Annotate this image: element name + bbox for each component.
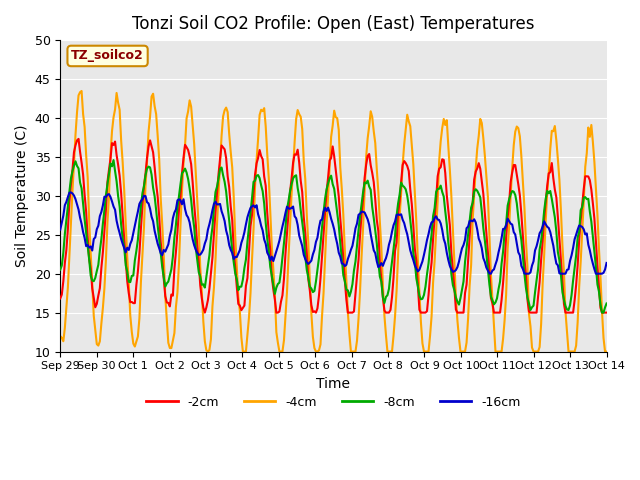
-4cm: [204, 348, 212, 354]
-8cm: [598, 310, 606, 315]
-2cm: [56, 296, 64, 301]
-4cm: [250, 226, 257, 232]
-4cm: [298, 126, 306, 132]
-2cm: [75, 136, 83, 142]
Text: TZ_soilco2: TZ_soilco2: [71, 49, 144, 62]
-4cm: [125, 280, 132, 286]
-16cm: [248, 204, 256, 209]
-2cm: [603, 310, 611, 315]
-2cm: [222, 155, 230, 161]
-16cm: [297, 238, 305, 244]
-16cm: [487, 271, 495, 276]
-16cm: [125, 247, 132, 253]
-16cm: [56, 227, 64, 232]
-8cm: [248, 195, 256, 201]
-2cm: [250, 191, 257, 197]
-2cm: [201, 310, 209, 315]
-2cm: [575, 238, 583, 243]
Y-axis label: Soil Temperature (C): Soil Temperature (C): [15, 125, 29, 267]
-16cm: [603, 260, 611, 266]
-8cm: [603, 300, 611, 306]
Title: Tonzi Soil CO2 Profile: Open (East) Temperatures: Tonzi Soil CO2 Profile: Open (East) Temp…: [132, 15, 534, 33]
-16cm: [239, 235, 246, 241]
-8cm: [125, 279, 132, 285]
-8cm: [574, 235, 582, 240]
Line: -2cm: -2cm: [60, 139, 607, 312]
-8cm: [221, 179, 228, 185]
-2cm: [241, 303, 248, 309]
Line: -8cm: -8cm: [60, 160, 607, 312]
Line: -4cm: -4cm: [60, 91, 607, 351]
-2cm: [298, 189, 306, 195]
-4cm: [575, 284, 583, 289]
-16cm: [67, 190, 75, 195]
-4cm: [77, 88, 85, 94]
-8cm: [297, 207, 305, 213]
-16cm: [221, 218, 228, 224]
-4cm: [56, 333, 64, 339]
Line: -16cm: -16cm: [60, 192, 607, 274]
-4cm: [603, 348, 611, 354]
-2cm: [125, 290, 132, 296]
-16cm: [575, 223, 583, 228]
-8cm: [109, 157, 117, 163]
-8cm: [239, 277, 246, 283]
-8cm: [56, 267, 64, 273]
-4cm: [241, 348, 248, 354]
Legend: -2cm, -4cm, -8cm, -16cm: -2cm, -4cm, -8cm, -16cm: [141, 391, 525, 414]
X-axis label: Time: Time: [316, 377, 351, 391]
-4cm: [222, 105, 230, 110]
